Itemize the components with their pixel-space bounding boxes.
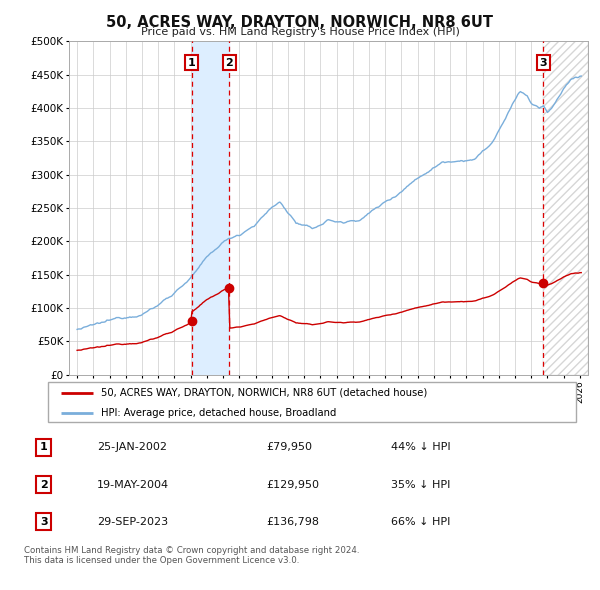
Text: 35% ↓ HPI: 35% ↓ HPI [391, 480, 450, 490]
Bar [544, 41, 588, 375]
Text: 3: 3 [539, 58, 547, 68]
Text: £129,950: £129,950 [266, 480, 320, 490]
Text: 44% ↓ HPI: 44% ↓ HPI [391, 442, 450, 453]
Text: £79,950: £79,950 [266, 442, 313, 453]
Bar [544, 41, 588, 375]
Text: 3: 3 [40, 517, 47, 527]
Text: 1: 1 [188, 58, 196, 68]
Text: HPI: Average price, detached house, Broadland: HPI: Average price, detached house, Broa… [101, 408, 336, 418]
Text: Contains HM Land Registry data © Crown copyright and database right 2024.
This d: Contains HM Land Registry data © Crown c… [24, 546, 359, 565]
Text: 25-JAN-2002: 25-JAN-2002 [97, 442, 167, 453]
Text: Price paid vs. HM Land Registry's House Price Index (HPI): Price paid vs. HM Land Registry's House … [140, 27, 460, 37]
Text: 66% ↓ HPI: 66% ↓ HPI [391, 517, 450, 527]
Text: 1: 1 [40, 442, 47, 453]
Text: 2: 2 [40, 480, 47, 490]
Text: 50, ACRES WAY, DRAYTON, NORWICH, NR8 6UT: 50, ACRES WAY, DRAYTON, NORWICH, NR8 6UT [107, 15, 493, 30]
Text: 2: 2 [226, 58, 233, 68]
Bar [192, 41, 229, 375]
Text: £136,798: £136,798 [266, 517, 320, 527]
Text: 50, ACRES WAY, DRAYTON, NORWICH, NR8 6UT (detached house): 50, ACRES WAY, DRAYTON, NORWICH, NR8 6UT… [101, 388, 427, 398]
Text: 29-SEP-2023: 29-SEP-2023 [97, 517, 169, 527]
Text: 19-MAY-2004: 19-MAY-2004 [97, 480, 169, 490]
